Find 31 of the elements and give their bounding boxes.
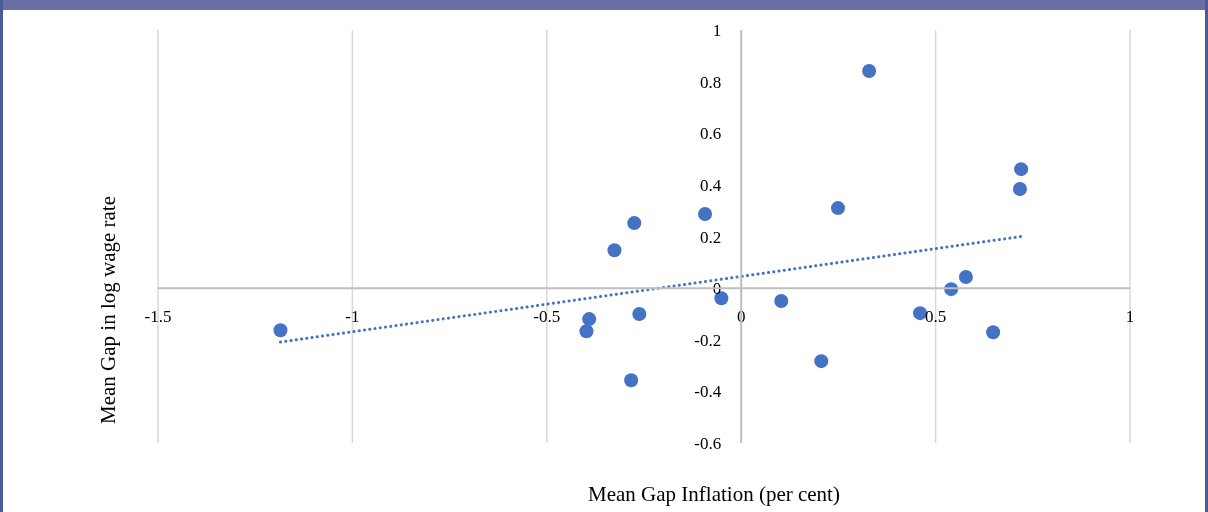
point: [579, 324, 594, 339]
point: [831, 201, 846, 216]
x-tick-label: 1: [1125, 307, 1135, 327]
point: [582, 312, 597, 327]
point: [774, 294, 789, 309]
y-tick-label: -0.6: [694, 434, 722, 453]
x-tick-label: -1.5: [144, 307, 172, 327]
point: [273, 323, 288, 338]
point: [698, 207, 713, 222]
point: [1012, 182, 1027, 197]
x-tick-label: -1: [345, 307, 360, 327]
point: [958, 270, 973, 285]
x-tick-label: -0.5: [533, 307, 561, 327]
y-tick-label: 0.6: [699, 124, 722, 144]
y-tick-label: 0.8: [699, 72, 722, 92]
point: [986, 325, 1001, 340]
y-axis-title: Mean Gap in log wage rate: [95, 195, 121, 426]
point: [627, 216, 642, 231]
x-tick-label: 0.5: [924, 307, 947, 327]
y-tick-label: -0.2: [694, 330, 722, 350]
y-tick-label: 0.2: [699, 227, 722, 247]
y-tick-label: 0.4: [699, 175, 722, 195]
point: [607, 243, 622, 258]
x-axis-title: Mean Gap Inflation (per cent): [587, 482, 841, 507]
point: [624, 373, 639, 388]
point: [814, 354, 829, 369]
point: [862, 64, 877, 79]
point: [632, 306, 647, 321]
y-tick-label: 1: [712, 21, 722, 40]
y-tick-label: -0.4: [694, 382, 722, 402]
point: [1014, 162, 1029, 177]
